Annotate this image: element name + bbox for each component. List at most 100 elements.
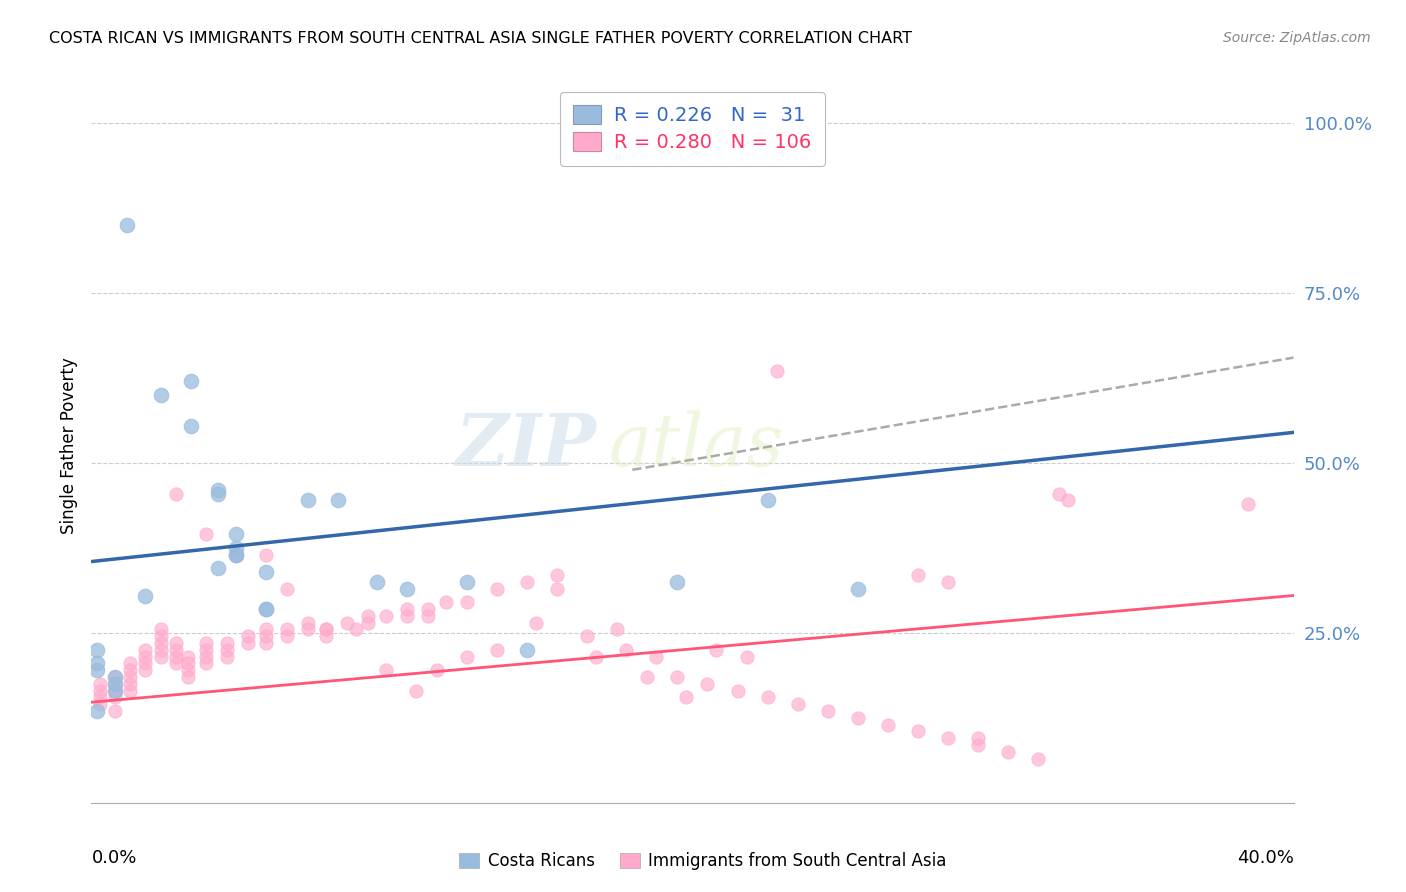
Text: ZIP: ZIP bbox=[456, 410, 596, 482]
Point bbox=[225, 548, 247, 562]
Point bbox=[846, 582, 869, 596]
Point bbox=[120, 677, 142, 691]
Point bbox=[254, 565, 277, 579]
Point bbox=[207, 561, 229, 575]
Point bbox=[149, 623, 172, 637]
Point bbox=[344, 623, 367, 637]
Point bbox=[817, 704, 839, 718]
Point bbox=[576, 629, 599, 643]
Point bbox=[165, 643, 187, 657]
Point bbox=[165, 636, 187, 650]
Point bbox=[254, 602, 277, 616]
Point bbox=[326, 493, 349, 508]
Point bbox=[104, 677, 127, 691]
Point bbox=[176, 663, 198, 677]
Point bbox=[967, 731, 990, 746]
Point bbox=[236, 636, 259, 650]
Point bbox=[727, 683, 749, 698]
Point bbox=[315, 623, 337, 637]
Point bbox=[516, 574, 538, 589]
Point bbox=[89, 677, 111, 691]
Point bbox=[236, 629, 259, 643]
Point bbox=[180, 375, 202, 389]
Point bbox=[225, 527, 247, 541]
Point bbox=[194, 636, 217, 650]
Point bbox=[456, 574, 478, 589]
Point bbox=[117, 218, 139, 232]
Point bbox=[357, 615, 380, 630]
Text: 0.0%: 0.0% bbox=[91, 849, 136, 867]
Point bbox=[225, 548, 247, 562]
Point bbox=[134, 663, 156, 677]
Point bbox=[315, 623, 337, 637]
Point bbox=[1047, 486, 1070, 500]
Text: COSTA RICAN VS IMMIGRANTS FROM SOUTH CENTRAL ASIA SINGLE FATHER POVERTY CORRELAT: COSTA RICAN VS IMMIGRANTS FROM SOUTH CEN… bbox=[49, 31, 912, 46]
Point bbox=[675, 690, 697, 705]
Point bbox=[89, 690, 111, 705]
Point bbox=[997, 745, 1019, 759]
Point bbox=[585, 649, 607, 664]
Point bbox=[756, 493, 779, 508]
Point bbox=[104, 670, 127, 684]
Point bbox=[516, 643, 538, 657]
Point bbox=[176, 649, 198, 664]
Point bbox=[405, 683, 427, 698]
Point bbox=[357, 608, 380, 623]
Point bbox=[194, 527, 217, 541]
Point bbox=[276, 629, 298, 643]
Point bbox=[120, 663, 142, 677]
Point bbox=[846, 711, 869, 725]
Point bbox=[546, 582, 568, 596]
Point bbox=[149, 388, 172, 402]
Point bbox=[120, 657, 142, 671]
Point bbox=[165, 486, 187, 500]
Point bbox=[636, 670, 658, 684]
Text: 40.0%: 40.0% bbox=[1237, 849, 1294, 867]
Point bbox=[225, 548, 247, 562]
Point bbox=[176, 657, 198, 671]
Point bbox=[336, 615, 359, 630]
Text: Source: ZipAtlas.com: Source: ZipAtlas.com bbox=[1223, 31, 1371, 45]
Point bbox=[149, 643, 172, 657]
Point bbox=[426, 663, 449, 677]
Point bbox=[735, 649, 758, 664]
Point bbox=[225, 541, 247, 555]
Point bbox=[215, 643, 238, 657]
Point bbox=[416, 602, 439, 616]
Point bbox=[666, 574, 689, 589]
Point bbox=[666, 670, 689, 684]
Point bbox=[254, 636, 277, 650]
Point bbox=[606, 623, 628, 637]
Point bbox=[276, 582, 298, 596]
Point bbox=[215, 636, 238, 650]
Point bbox=[194, 649, 217, 664]
Point bbox=[120, 683, 142, 698]
Point bbox=[104, 683, 127, 698]
Point bbox=[207, 486, 229, 500]
Point bbox=[86, 643, 108, 657]
Point bbox=[254, 629, 277, 643]
Point bbox=[134, 649, 156, 664]
Point bbox=[297, 623, 319, 637]
Point bbox=[194, 657, 217, 671]
Point bbox=[104, 670, 127, 684]
Point bbox=[1237, 497, 1260, 511]
Point bbox=[434, 595, 457, 609]
Point bbox=[134, 657, 156, 671]
Point bbox=[786, 698, 808, 712]
Point bbox=[936, 731, 959, 746]
Point bbox=[374, 608, 396, 623]
Point bbox=[416, 608, 439, 623]
Point bbox=[194, 643, 217, 657]
Point bbox=[645, 649, 668, 664]
Point bbox=[907, 568, 929, 582]
Point bbox=[86, 663, 108, 677]
Text: atlas: atlas bbox=[609, 410, 783, 482]
Point bbox=[149, 629, 172, 643]
Point bbox=[176, 670, 198, 684]
Y-axis label: Single Father Poverty: Single Father Poverty bbox=[59, 358, 77, 534]
Point bbox=[614, 643, 637, 657]
Point bbox=[215, 649, 238, 664]
Point bbox=[104, 704, 127, 718]
Point bbox=[134, 589, 156, 603]
